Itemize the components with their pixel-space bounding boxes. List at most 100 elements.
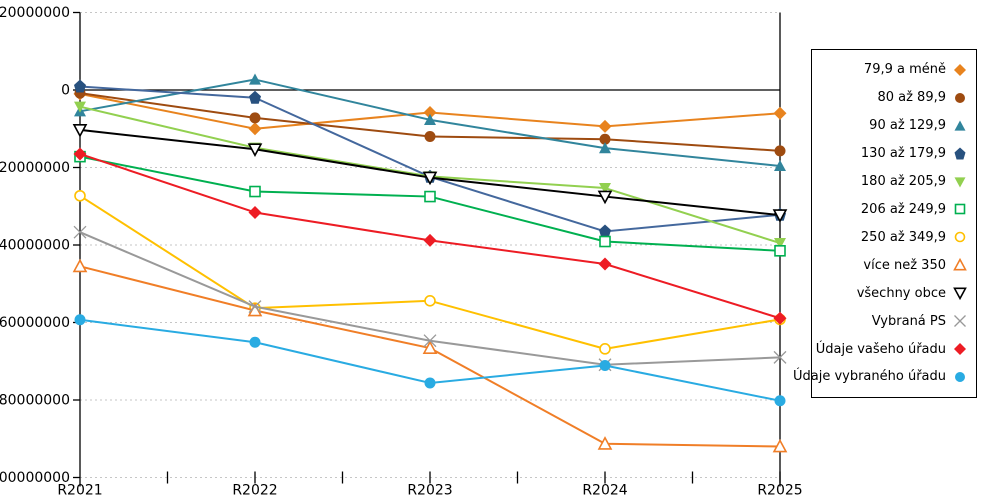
data-point-marker	[953, 258, 967, 271]
legend-label: 90 až 129,9	[869, 118, 946, 134]
legend-item: 130 až 179,9	[812, 143, 976, 165]
data-point-marker	[73, 225, 87, 239]
diamond-marker-icon	[954, 343, 966, 356]
data-point-marker	[954, 63, 966, 76]
data-point-marker	[598, 119, 612, 133]
legend-item: 90 až 129,9	[812, 115, 976, 137]
legend-label: 80 až 89,9	[877, 90, 946, 106]
data-point-marker	[424, 377, 436, 389]
legend-item: 206 až 249,9	[812, 198, 976, 220]
data-point-marker	[954, 343, 966, 356]
series-line	[79, 194, 781, 350]
data-point-marker	[954, 315, 966, 328]
data-point-marker	[74, 314, 86, 326]
data-point-marker	[248, 122, 262, 136]
data-point-marker	[424, 131, 436, 142]
series-7	[74, 189, 786, 355]
data-point-marker	[954, 147, 966, 160]
legend-item: 180 až 205,9	[812, 171, 976, 193]
data-point-marker	[774, 159, 786, 172]
data-point-marker	[599, 235, 611, 248]
circle-marker-icon	[954, 232, 966, 243]
data-point-marker	[248, 300, 262, 314]
y-tick-label: -80000000	[0, 393, 70, 409]
series-3	[74, 73, 786, 172]
legend-label: Vybraná PS	[871, 313, 946, 329]
triangle-up-marker-icon	[953, 258, 967, 271]
data-point-marker	[72, 124, 88, 138]
data-point-marker	[599, 224, 611, 238]
x-tick-label: R2024	[582, 483, 627, 499]
legend-item: všechny obce	[812, 282, 976, 304]
diamond-marker-icon	[954, 63, 966, 76]
series-12	[74, 314, 786, 407]
legend-item: Údaje vybraného úřadu	[793, 366, 976, 388]
data-point-marker	[599, 343, 611, 355]
data-point-marker	[954, 232, 966, 243]
series-line	[79, 318, 781, 402]
legend-item: Vybraná PS	[812, 310, 976, 332]
series-line	[79, 265, 781, 448]
series-9	[72, 124, 788, 223]
x-tick-label: R2021	[57, 483, 102, 499]
series-10	[73, 225, 787, 372]
y-tick-label: 20000000	[0, 5, 70, 21]
data-point-marker	[249, 90, 261, 104]
data-point-marker	[955, 371, 965, 382]
data-point-marker	[423, 233, 437, 247]
data-point-marker	[774, 395, 786, 407]
data-point-marker	[422, 340, 438, 354]
data-point-marker	[249, 185, 261, 198]
data-point-marker	[423, 105, 437, 119]
data-point-marker	[249, 112, 261, 124]
legend-label: 130 až 179,9	[860, 146, 946, 162]
legend-label: všechny obce	[856, 285, 946, 301]
data-point-marker	[424, 113, 436, 125]
legend-label: 180 až 205,9	[860, 174, 946, 190]
data-point-marker	[74, 79, 86, 93]
data-point-marker	[74, 189, 86, 202]
data-point-marker	[774, 245, 786, 257]
y-tick-label: -20000000	[0, 160, 70, 176]
data-point-marker	[954, 204, 966, 215]
data-point-marker	[599, 360, 611, 372]
data-point-marker	[597, 190, 613, 205]
data-point-marker	[953, 287, 967, 301]
data-point-marker	[248, 205, 262, 219]
data-point-marker	[772, 438, 788, 453]
legend: 79,9 a méně 80 až 89,9 90 až 129,9 130 až 1…	[793, 49, 977, 398]
data-point-marker	[772, 209, 788, 223]
legend-item: 79,9 a méně	[812, 59, 976, 81]
data-point-marker	[774, 145, 786, 157]
legend-label: 79,9 a méně	[863, 62, 946, 78]
pentagon-marker-icon	[954, 147, 966, 160]
data-point-marker	[424, 294, 436, 307]
data-point-marker	[74, 101, 86, 113]
legend-item: 250 až 349,9	[812, 226, 976, 248]
legend-label: více než 350	[863, 257, 946, 273]
y-tick-label: 0	[61, 83, 70, 99]
square-marker-icon	[954, 204, 966, 215]
legend-item: Údaje vašeho úřadu	[812, 338, 976, 360]
data-point-marker	[954, 120, 966, 131]
data-point-marker	[247, 143, 263, 157]
data-point-marker	[249, 336, 261, 348]
legend-label: Údaje vybraného úřadu	[792, 369, 946, 385]
triangle-down-marker-icon	[954, 176, 966, 188]
y-tick-label: -40000000	[0, 238, 70, 254]
series-4	[74, 79, 786, 238]
data-point-marker	[954, 176, 966, 188]
data-point-marker	[773, 106, 787, 120]
y-tick-label: -100000000	[0, 470, 70, 486]
data-point-marker	[72, 258, 88, 273]
legend-label: Údaje vašeho úřadu	[815, 341, 946, 357]
data-point-marker	[599, 142, 611, 154]
circle-marker-icon	[955, 92, 965, 103]
circle-marker-icon	[955, 371, 965, 382]
data-point-marker	[774, 237, 786, 250]
data-point-marker	[597, 436, 613, 450]
series-1	[73, 87, 787, 136]
legend-item: 80 až 89,9	[812, 87, 976, 109]
data-point-marker	[422, 171, 438, 186]
